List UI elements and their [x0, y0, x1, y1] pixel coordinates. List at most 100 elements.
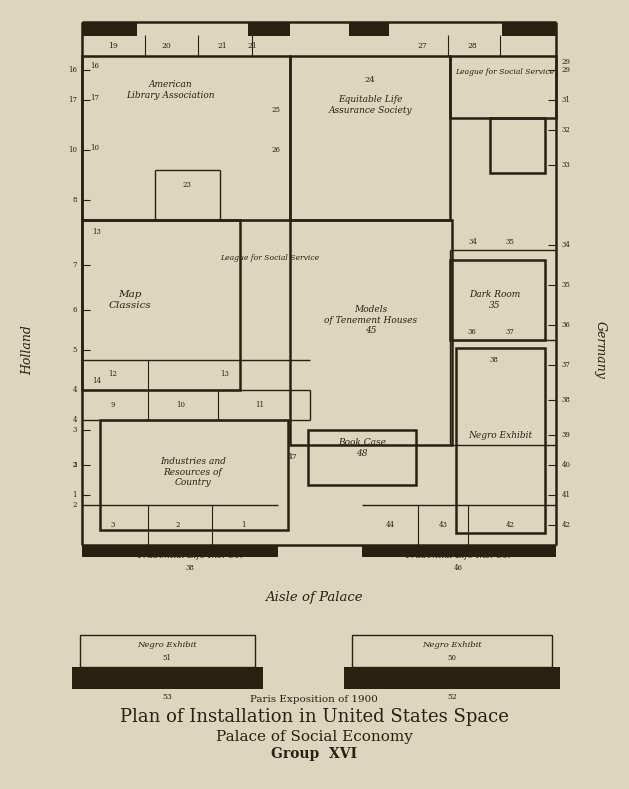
- Text: 36: 36: [467, 328, 476, 336]
- Text: 9: 9: [111, 401, 115, 409]
- Text: Germany: Germany: [594, 321, 606, 379]
- Text: Holland: Holland: [21, 325, 35, 375]
- Text: 26: 26: [271, 146, 280, 154]
- Text: 16: 16: [90, 62, 99, 70]
- Bar: [450, 260, 545, 340]
- Text: 27: 27: [417, 42, 427, 50]
- Text: Negro Exhibit: Negro Exhibit: [468, 431, 532, 439]
- Text: 14: 14: [92, 377, 101, 385]
- Text: 10: 10: [68, 146, 77, 154]
- Text: 25: 25: [271, 106, 280, 114]
- Bar: [450, 56, 556, 118]
- Bar: [349, 22, 389, 36]
- Text: 17: 17: [68, 96, 77, 104]
- Text: 23: 23: [182, 181, 191, 189]
- Text: 8: 8: [72, 196, 77, 204]
- Bar: [290, 56, 450, 220]
- Text: 31: 31: [562, 96, 571, 104]
- Text: 5: 5: [72, 346, 77, 354]
- Text: 21: 21: [217, 42, 227, 50]
- Bar: [248, 22, 290, 36]
- Text: 38: 38: [490, 356, 499, 364]
- Text: 34: 34: [562, 241, 571, 249]
- Text: 7: 7: [72, 261, 77, 269]
- Text: Models
of Tenement Houses
45: Models of Tenement Houses 45: [325, 305, 418, 335]
- Text: Industries and
Resources of
Country: Industries and Resources of Country: [160, 457, 226, 487]
- Text: 53: 53: [162, 693, 172, 701]
- Text: 40: 40: [562, 461, 571, 469]
- Text: 29: 29: [562, 58, 571, 66]
- Text: 39: 39: [562, 431, 571, 439]
- Text: 38: 38: [562, 396, 571, 404]
- Bar: [82, 220, 240, 390]
- Text: 19: 19: [108, 42, 118, 50]
- Text: 35: 35: [506, 238, 515, 246]
- Text: 42: 42: [562, 521, 571, 529]
- Bar: [72, 667, 263, 689]
- Text: 51: 51: [162, 654, 172, 662]
- Text: Map
Classics: Map Classics: [109, 290, 152, 310]
- Text: 4: 4: [72, 386, 77, 394]
- Text: 50: 50: [447, 654, 457, 662]
- Text: 20: 20: [161, 42, 171, 50]
- Text: League for Social Service: League for Social Service: [455, 68, 554, 76]
- Text: 47: 47: [288, 453, 298, 461]
- Text: Group  XVI: Group XVI: [271, 747, 357, 761]
- Text: Dark Room
35: Dark Room 35: [469, 290, 521, 310]
- Text: 36: 36: [562, 321, 571, 329]
- Text: Aisle of Palace: Aisle of Palace: [265, 592, 363, 604]
- Text: 37: 37: [506, 328, 515, 336]
- Text: 2: 2: [72, 461, 77, 469]
- Text: Prudential Life Ins. Co.: Prudential Life Ins. Co.: [405, 551, 511, 559]
- Text: 29: 29: [562, 66, 571, 74]
- Text: 21: 21: [247, 42, 257, 50]
- Text: 24: 24: [365, 76, 376, 84]
- Text: 38: 38: [186, 564, 194, 572]
- Text: 2: 2: [72, 501, 77, 509]
- Text: Palace of Social Economy: Palace of Social Economy: [216, 730, 413, 744]
- Text: 13: 13: [221, 370, 230, 378]
- Text: 34: 34: [469, 238, 477, 246]
- Bar: [352, 635, 552, 667]
- Text: American
Library Association: American Library Association: [126, 80, 214, 99]
- Text: 52: 52: [447, 693, 457, 701]
- Text: Negro Exhibit: Negro Exhibit: [422, 641, 482, 649]
- Text: 46: 46: [454, 564, 462, 572]
- Text: 10: 10: [177, 401, 186, 409]
- Bar: [502, 22, 556, 36]
- Text: 43: 43: [438, 521, 447, 529]
- Text: 42: 42: [506, 521, 515, 529]
- Text: 28: 28: [467, 42, 477, 50]
- Text: Prudential Life Ins. Co.: Prudential Life Ins. Co.: [137, 551, 243, 559]
- Bar: [82, 22, 137, 36]
- Text: 3: 3: [72, 461, 77, 469]
- Text: Paris Exposition of 1900: Paris Exposition of 1900: [250, 695, 378, 705]
- Bar: [308, 430, 416, 485]
- Text: 2: 2: [175, 521, 181, 529]
- Text: Equitable Life
Assurance Society: Equitable Life Assurance Society: [328, 95, 412, 114]
- Text: 3: 3: [72, 426, 77, 434]
- Text: League for Social Service: League for Social Service: [220, 254, 319, 262]
- Bar: [80, 635, 255, 667]
- Text: 37: 37: [562, 361, 571, 369]
- Bar: [82, 56, 290, 220]
- Text: Book Case
48: Book Case 48: [338, 439, 386, 458]
- Text: 17: 17: [90, 94, 99, 102]
- Text: 1: 1: [72, 491, 77, 499]
- Text: 13: 13: [92, 228, 101, 236]
- Text: 4: 4: [72, 416, 77, 424]
- Bar: [456, 348, 545, 533]
- Bar: [344, 667, 560, 689]
- Text: 32: 32: [562, 126, 571, 134]
- Text: 1: 1: [241, 521, 245, 529]
- Text: 6: 6: [72, 306, 77, 314]
- Text: Plan of Installation in United States Space: Plan of Installation in United States Sp…: [120, 708, 508, 726]
- Text: 16: 16: [68, 66, 77, 74]
- Bar: [490, 118, 545, 173]
- Text: 35: 35: [562, 281, 571, 289]
- Text: Negro Exhibit: Negro Exhibit: [137, 641, 197, 649]
- Text: 3: 3: [111, 521, 115, 529]
- Text: 44: 44: [386, 521, 394, 529]
- Bar: [290, 220, 452, 445]
- Bar: [362, 545, 556, 557]
